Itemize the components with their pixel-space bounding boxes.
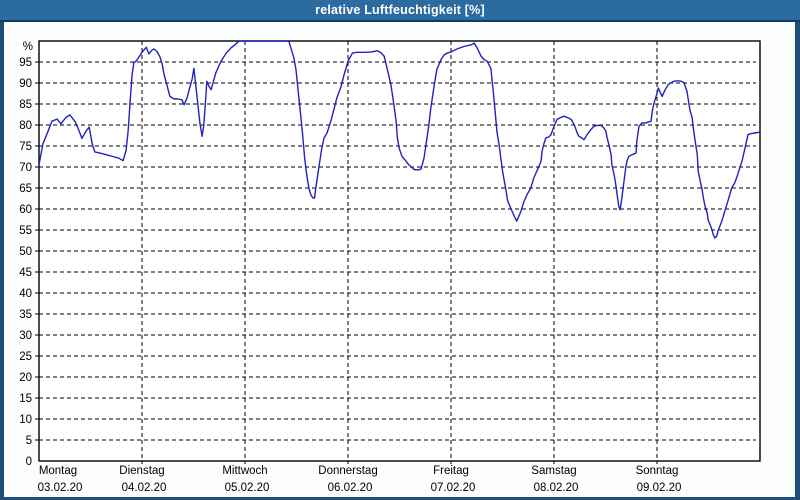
y-tick-label: 20	[19, 372, 32, 384]
y-tick-label: 75	[19, 141, 32, 153]
y-tick-label: 50	[19, 246, 32, 258]
y-tick-label: 45	[19, 267, 32, 279]
x-date-label: 04.02.20	[122, 482, 167, 494]
title-bar: relative Luftfeuchtigkeit [%]	[0, 0, 800, 22]
x-day-label: Mittwoch	[222, 465, 267, 477]
humidity-series-line	[38, 40, 761, 239]
y-grid: 0 5 10 15 20 25 30 35 40 45 50 55 60 65 70 75 80 85 90 95	[19, 57, 756, 468]
x-day-label: Donnerstag	[318, 465, 377, 477]
y-tick-label: 80	[19, 120, 32, 132]
x-labels: Montag 03.02.20 Dienstag 04.02.20 Mittwoch 05…	[38, 465, 682, 494]
x-day-label: Freitag	[433, 465, 469, 477]
x-day-label: Samstag	[531, 465, 576, 477]
x-date-label: 08.02.20	[534, 482, 579, 494]
x-date-label: 03.02.20	[38, 482, 83, 494]
x-day-label: Dienstag	[119, 465, 164, 477]
y-tick-label: 65	[19, 183, 32, 195]
y-tick-label: 15	[19, 393, 32, 405]
x-day-label: Montag	[39, 465, 77, 477]
chart-title: relative Luftfeuchtigkeit [%]	[315, 3, 485, 17]
x-date-label: 05.02.20	[225, 482, 270, 494]
humidity-line-chart: 0 5 10 15 20 25 30 35 40 45 50 55 60 65 70 75 80 85 90 95% M…	[19, 40, 761, 494]
y-tick-label: 35	[19, 309, 32, 321]
y-tick-label: 90	[19, 78, 32, 90]
x-date-label: 09.02.20	[637, 482, 682, 494]
y-tick-label: 40	[19, 288, 32, 300]
y-tick-label: 25	[19, 351, 32, 363]
y-tick-label: 70	[19, 162, 32, 174]
y-axis-unit-label: %	[23, 41, 33, 53]
y-tick-label: 30	[19, 330, 32, 342]
y-tick-label: 10	[19, 414, 32, 426]
x-date-label: 06.02.20	[328, 482, 373, 494]
chart-canvas: 0 5 10 15 20 25 30 35 40 45 50 55 60 65 70 75 80 85 90 95% M…	[4, 22, 795, 497]
x-grid	[141, 41, 658, 464]
plot-border	[38, 40, 761, 462]
y-tick-label: 55	[19, 225, 32, 237]
x-date-label: 07.02.20	[431, 482, 476, 494]
y-tick-label: 85	[19, 99, 32, 111]
y-tick-label: 95	[19, 57, 32, 69]
y-tick-label: 0	[26, 456, 32, 468]
x-day-label: Sonntag	[636, 465, 679, 477]
y-tick-label: 60	[19, 204, 32, 216]
y-tick-label: 5	[26, 435, 32, 447]
